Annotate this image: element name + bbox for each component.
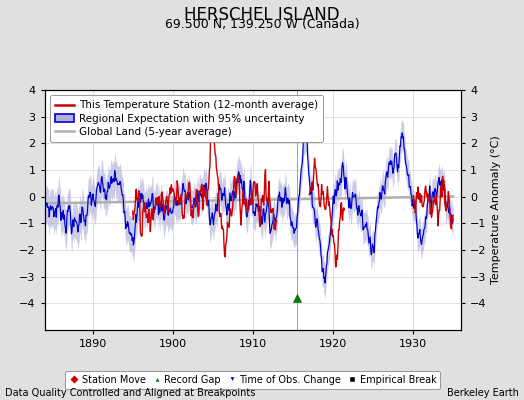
Y-axis label: Temperature Anomaly (°C): Temperature Anomaly (°C)	[491, 136, 501, 284]
Text: Data Quality Controlled and Aligned at Breakpoints: Data Quality Controlled and Aligned at B…	[5, 388, 256, 398]
Text: Berkeley Earth: Berkeley Earth	[447, 388, 519, 398]
Text: HERSCHEL ISLAND: HERSCHEL ISLAND	[184, 6, 340, 24]
Text: 69.500 N, 139.250 W (Canada): 69.500 N, 139.250 W (Canada)	[165, 18, 359, 31]
Legend: Station Move, Record Gap, Time of Obs. Change, Empirical Break: Station Move, Record Gap, Time of Obs. C…	[66, 371, 440, 389]
